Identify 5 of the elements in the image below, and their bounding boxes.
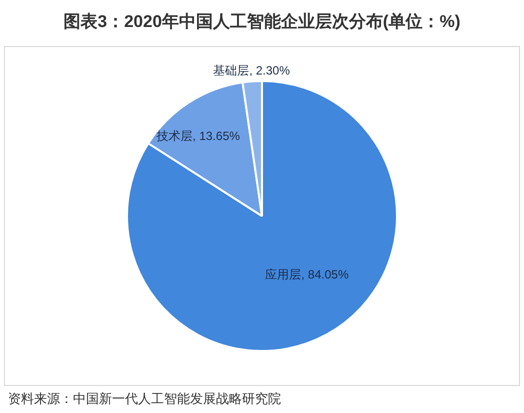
slice-label: 技术层, 13.65% xyxy=(156,128,240,143)
text: 资料来源：中国新一代人工智能发展战略研究院 xyxy=(8,390,281,408)
slice-label: 应用层, 84.05% xyxy=(265,268,349,282)
chart-title: 图表3：2020年中国人工智能企业层次分布(单位：%) xyxy=(62,11,462,33)
slice-label: 基础层, 2.30% xyxy=(213,64,290,78)
